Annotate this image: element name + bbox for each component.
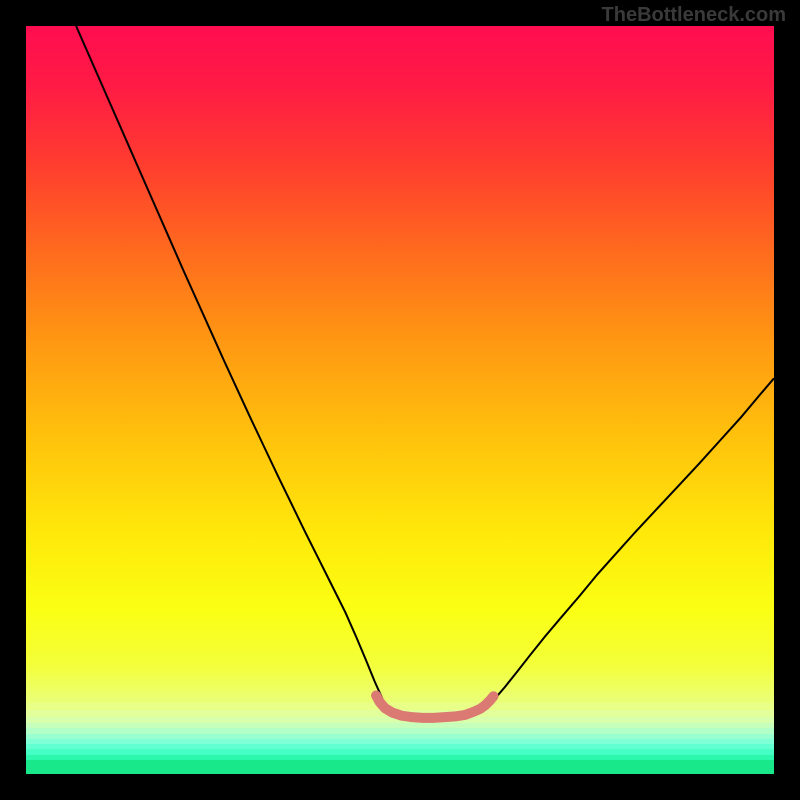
bottleneck-curve-left	[76, 26, 385, 705]
optimal-zone-highlight	[376, 695, 493, 717]
plot-area	[26, 26, 774, 774]
bottleneck-curve-right	[490, 378, 774, 705]
watermark: TheBottleneck.com	[602, 4, 786, 27]
curve-layer	[26, 26, 774, 774]
